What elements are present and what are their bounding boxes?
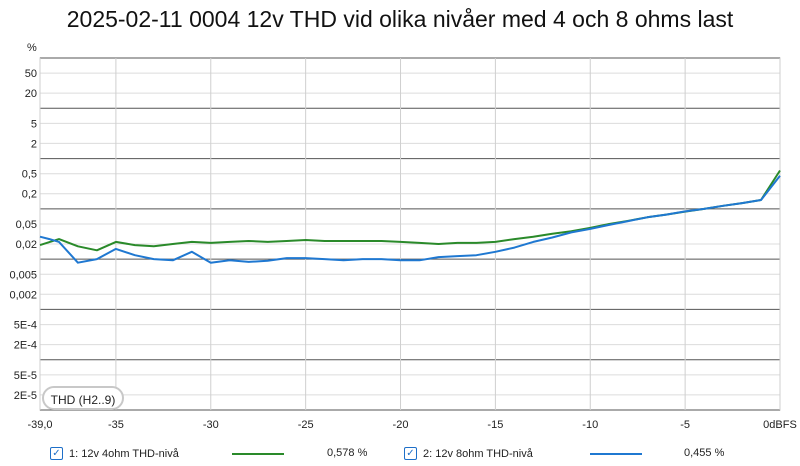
x-tick-label: -15: [487, 419, 503, 431]
y-tick-label: 0,2: [22, 189, 37, 201]
checkbox-icon[interactable]: ✓: [404, 447, 417, 460]
y-tick-labels: 50 20 5 2 0,5 0,2 0,05 0,02 0,005 0,002 5E-4 2E-4 5E…: [9, 68, 37, 402]
x-tick-label: -35: [108, 419, 124, 431]
checkbox-icon[interactable]: ✓: [50, 447, 63, 460]
y-tick-label: 0,02: [16, 239, 37, 251]
y-tick-label: 0,005: [9, 269, 37, 281]
y-tick-label: 5: [31, 118, 37, 130]
y-tick-label: 2: [31, 138, 37, 150]
x-tick-label: -25: [298, 419, 314, 431]
y-tick-label: 50: [25, 68, 37, 80]
legend-item-1-swatch: [232, 453, 284, 455]
x-tick-labels: -39,0 -35 -30 -25 -20 -15 -10 -5 0dBFS: [27, 419, 796, 431]
x-tick-label: -39,0: [27, 419, 52, 431]
x-tick-label: -10: [582, 419, 598, 431]
legend: ✓ 1: 12v 4ohm THD-nivå 0,578 % ✓ 2: 12v …: [0, 444, 800, 466]
x-tick-label: -30: [203, 419, 219, 431]
y-tick-label: 2E-4: [14, 340, 37, 352]
legend-item-2-swatch: [590, 453, 642, 455]
series-lines: [39, 169, 781, 264]
x-tick-label: -5: [680, 419, 690, 431]
legend-item-2-label: 2: 12v 8ohm THD-nivå: [423, 447, 533, 460]
y-tick-label: 20: [25, 88, 37, 100]
y-tick-label: 0,002: [9, 289, 37, 301]
legend-item-1-label: 1: 12v 4ohm THD-nivå: [69, 447, 179, 460]
series-line-2: [39, 175, 781, 264]
y-axis-unit-label: %: [27, 42, 37, 54]
legend-item-2[interactable]: ✓ 2: 12v 8ohm THD-nivå: [404, 447, 533, 460]
x-tick-label: -20: [393, 419, 409, 431]
legend-item-1[interactable]: ✓ 1: 12v 4ohm THD-nivå: [50, 447, 179, 460]
legend-item-2-value: 0,455 %: [684, 447, 725, 459]
plot-area: [39, 57, 781, 411]
y-tick-label: 5E-4: [14, 320, 37, 332]
x-tick-label: 0dBFS: [763, 419, 797, 431]
measurement-selector-button[interactable]: THD (H2..9): [42, 386, 124, 410]
y-tick-label: 0,05: [16, 219, 37, 231]
legend-item-1-value: 0,578 %: [327, 447, 368, 459]
y-tick-label: 0,5: [22, 169, 37, 181]
chart-title: 2025-02-11 0004 12v THD vid olika nivåer…: [66, 6, 734, 32]
y-tick-label: 2E-5: [14, 390, 37, 402]
grid-lines: [39, 57, 781, 411]
y-tick-label: 5E-5: [14, 370, 37, 382]
